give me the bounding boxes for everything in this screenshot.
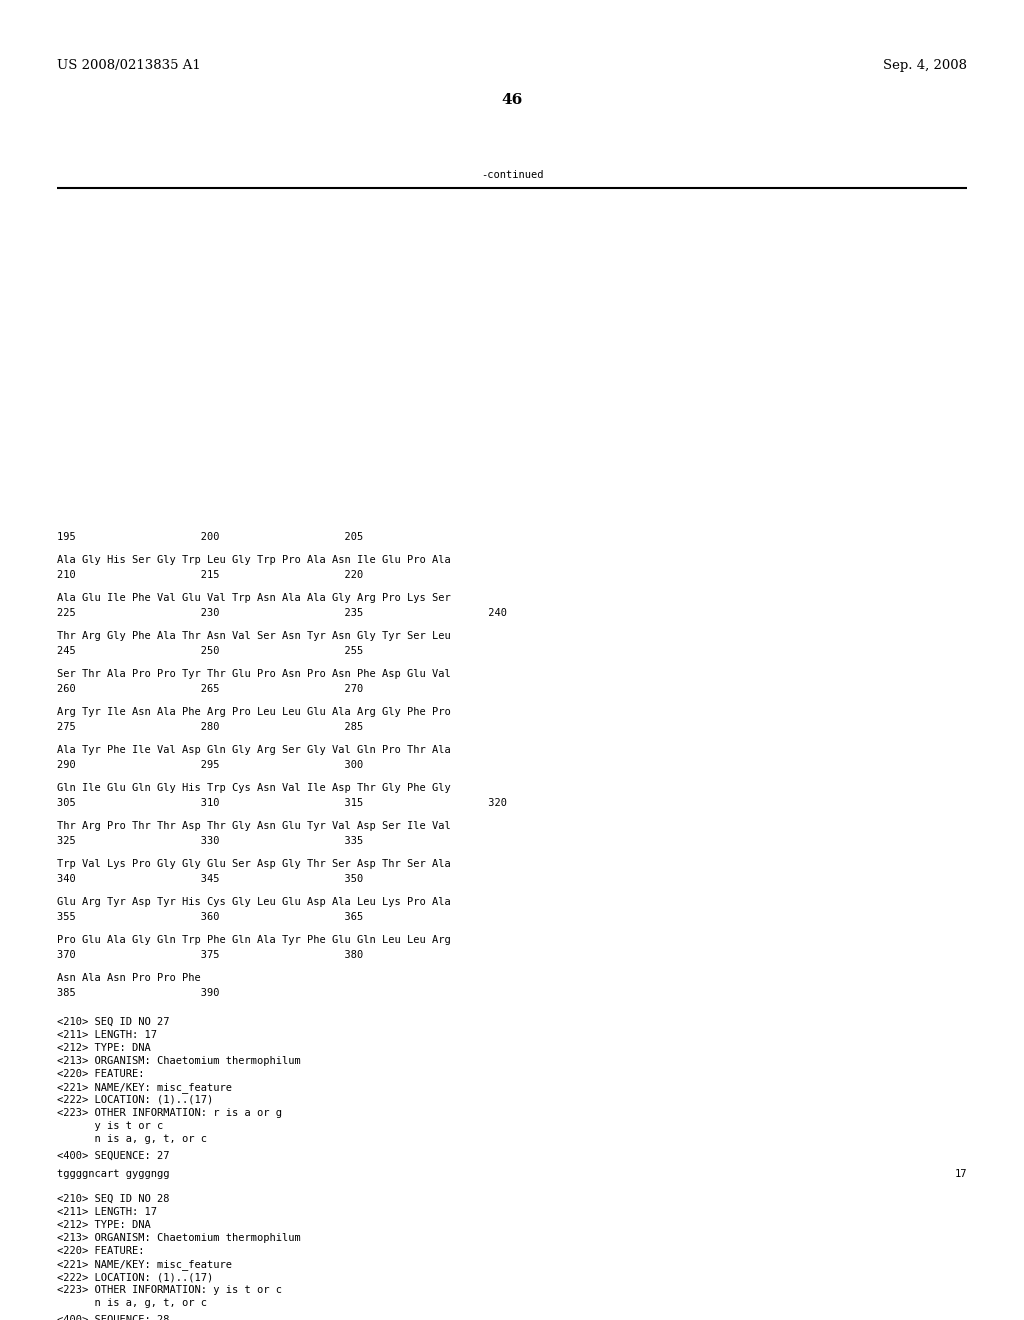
Text: <210> SEQ ID NO 28: <210> SEQ ID NO 28 [57, 1195, 170, 1204]
Text: <220> FEATURE:: <220> FEATURE: [57, 1069, 144, 1078]
Text: 260                    265                    270: 260 265 270 [57, 684, 364, 694]
Text: Asn Ala Asn Pro Pro Phe: Asn Ala Asn Pro Pro Phe [57, 973, 201, 983]
Text: <213> ORGANISM: Chaetomium thermophilum: <213> ORGANISM: Chaetomium thermophilum [57, 1056, 301, 1067]
Text: Arg Tyr Ile Asn Ala Phe Arg Pro Leu Leu Glu Ala Arg Gly Phe Pro: Arg Tyr Ile Asn Ala Phe Arg Pro Leu Leu … [57, 708, 451, 717]
Text: Pro Glu Ala Gly Gln Trp Phe Gln Ala Tyr Phe Glu Gln Leu Leu Arg: Pro Glu Ala Gly Gln Trp Phe Gln Ala Tyr … [57, 935, 451, 945]
Text: 17: 17 [954, 1170, 967, 1179]
Text: <221> NAME/KEY: misc_feature: <221> NAME/KEY: misc_feature [57, 1259, 232, 1270]
Text: 245                    250                    255: 245 250 255 [57, 645, 364, 656]
Text: tggggncart gyggngg: tggggncart gyggngg [57, 1170, 170, 1179]
Text: 225                    230                    235                    240: 225 230 235 240 [57, 609, 507, 618]
Text: <400> SEQUENCE: 28: <400> SEQUENCE: 28 [57, 1315, 170, 1320]
Text: Ser Thr Ala Pro Pro Tyr Thr Glu Pro Asn Pro Asn Phe Asp Glu Val: Ser Thr Ala Pro Pro Tyr Thr Glu Pro Asn … [57, 669, 451, 678]
Text: n is a, g, t, or c: n is a, g, t, or c [57, 1298, 207, 1308]
Text: Ala Glu Ile Phe Val Glu Val Trp Asn Ala Ala Gly Arg Pro Lys Ser: Ala Glu Ile Phe Val Glu Val Trp Asn Ala … [57, 593, 451, 603]
Text: Thr Arg Gly Phe Ala Thr Asn Val Ser Asn Tyr Asn Gly Tyr Ser Leu: Thr Arg Gly Phe Ala Thr Asn Val Ser Asn … [57, 631, 451, 642]
Text: -continued: -continued [480, 170, 544, 180]
Text: <223> OTHER INFORMATION: r is a or g: <223> OTHER INFORMATION: r is a or g [57, 1107, 282, 1118]
Text: 370                    375                    380: 370 375 380 [57, 950, 364, 960]
Text: 340                    345                    350: 340 345 350 [57, 874, 364, 884]
Text: 385                    390: 385 390 [57, 987, 219, 998]
Text: <213> ORGANISM: Chaetomium thermophilum: <213> ORGANISM: Chaetomium thermophilum [57, 1233, 301, 1243]
Text: <220> FEATURE:: <220> FEATURE: [57, 1246, 144, 1257]
Text: <222> LOCATION: (1)..(17): <222> LOCATION: (1)..(17) [57, 1096, 213, 1105]
Text: US 2008/0213835 A1: US 2008/0213835 A1 [57, 58, 201, 71]
Text: Glu Arg Tyr Asp Tyr His Cys Gly Leu Glu Asp Ala Leu Lys Pro Ala: Glu Arg Tyr Asp Tyr His Cys Gly Leu Glu … [57, 898, 451, 907]
Text: <212> TYPE: DNA: <212> TYPE: DNA [57, 1220, 151, 1230]
Text: <212> TYPE: DNA: <212> TYPE: DNA [57, 1043, 151, 1053]
Text: <223> OTHER INFORMATION: y is t or c: <223> OTHER INFORMATION: y is t or c [57, 1284, 282, 1295]
Text: y is t or c: y is t or c [57, 1121, 163, 1131]
Text: <221> NAME/KEY: misc_feature: <221> NAME/KEY: misc_feature [57, 1082, 232, 1093]
Text: 355                    360                    365: 355 360 365 [57, 912, 364, 921]
Text: Trp Val Lys Pro Gly Gly Glu Ser Asp Gly Thr Ser Asp Thr Ser Ala: Trp Val Lys Pro Gly Gly Glu Ser Asp Gly … [57, 859, 451, 869]
Text: 325                    330                    335: 325 330 335 [57, 836, 364, 846]
Text: Gln Ile Glu Gln Gly His Trp Cys Asn Val Ile Asp Thr Gly Phe Gly: Gln Ile Glu Gln Gly His Trp Cys Asn Val … [57, 783, 451, 793]
Text: <210> SEQ ID NO 27: <210> SEQ ID NO 27 [57, 1016, 170, 1027]
Text: <222> LOCATION: (1)..(17): <222> LOCATION: (1)..(17) [57, 1272, 213, 1282]
Text: Sep. 4, 2008: Sep. 4, 2008 [883, 58, 967, 71]
Text: n is a, g, t, or c: n is a, g, t, or c [57, 1134, 207, 1144]
Text: Thr Arg Pro Thr Thr Asp Thr Gly Asn Glu Tyr Val Asp Ser Ile Val: Thr Arg Pro Thr Thr Asp Thr Gly Asn Glu … [57, 821, 451, 832]
Text: 46: 46 [502, 92, 522, 107]
Text: Ala Gly His Ser Gly Trp Leu Gly Trp Pro Ala Asn Ile Glu Pro Ala: Ala Gly His Ser Gly Trp Leu Gly Trp Pro … [57, 554, 451, 565]
Text: 210                    215                    220: 210 215 220 [57, 570, 364, 579]
Text: 305                    310                    315                    320: 305 310 315 320 [57, 799, 507, 808]
Text: Ala Tyr Phe Ile Val Asp Gln Gly Arg Ser Gly Val Gln Pro Thr Ala: Ala Tyr Phe Ile Val Asp Gln Gly Arg Ser … [57, 744, 451, 755]
Text: 290                    295                    300: 290 295 300 [57, 760, 364, 770]
Text: <211> LENGTH: 17: <211> LENGTH: 17 [57, 1030, 157, 1040]
Text: <400> SEQUENCE: 27: <400> SEQUENCE: 27 [57, 1151, 170, 1162]
Text: <211> LENGTH: 17: <211> LENGTH: 17 [57, 1206, 157, 1217]
Text: 195                    200                    205: 195 200 205 [57, 532, 364, 543]
Text: 275                    280                    285: 275 280 285 [57, 722, 364, 733]
